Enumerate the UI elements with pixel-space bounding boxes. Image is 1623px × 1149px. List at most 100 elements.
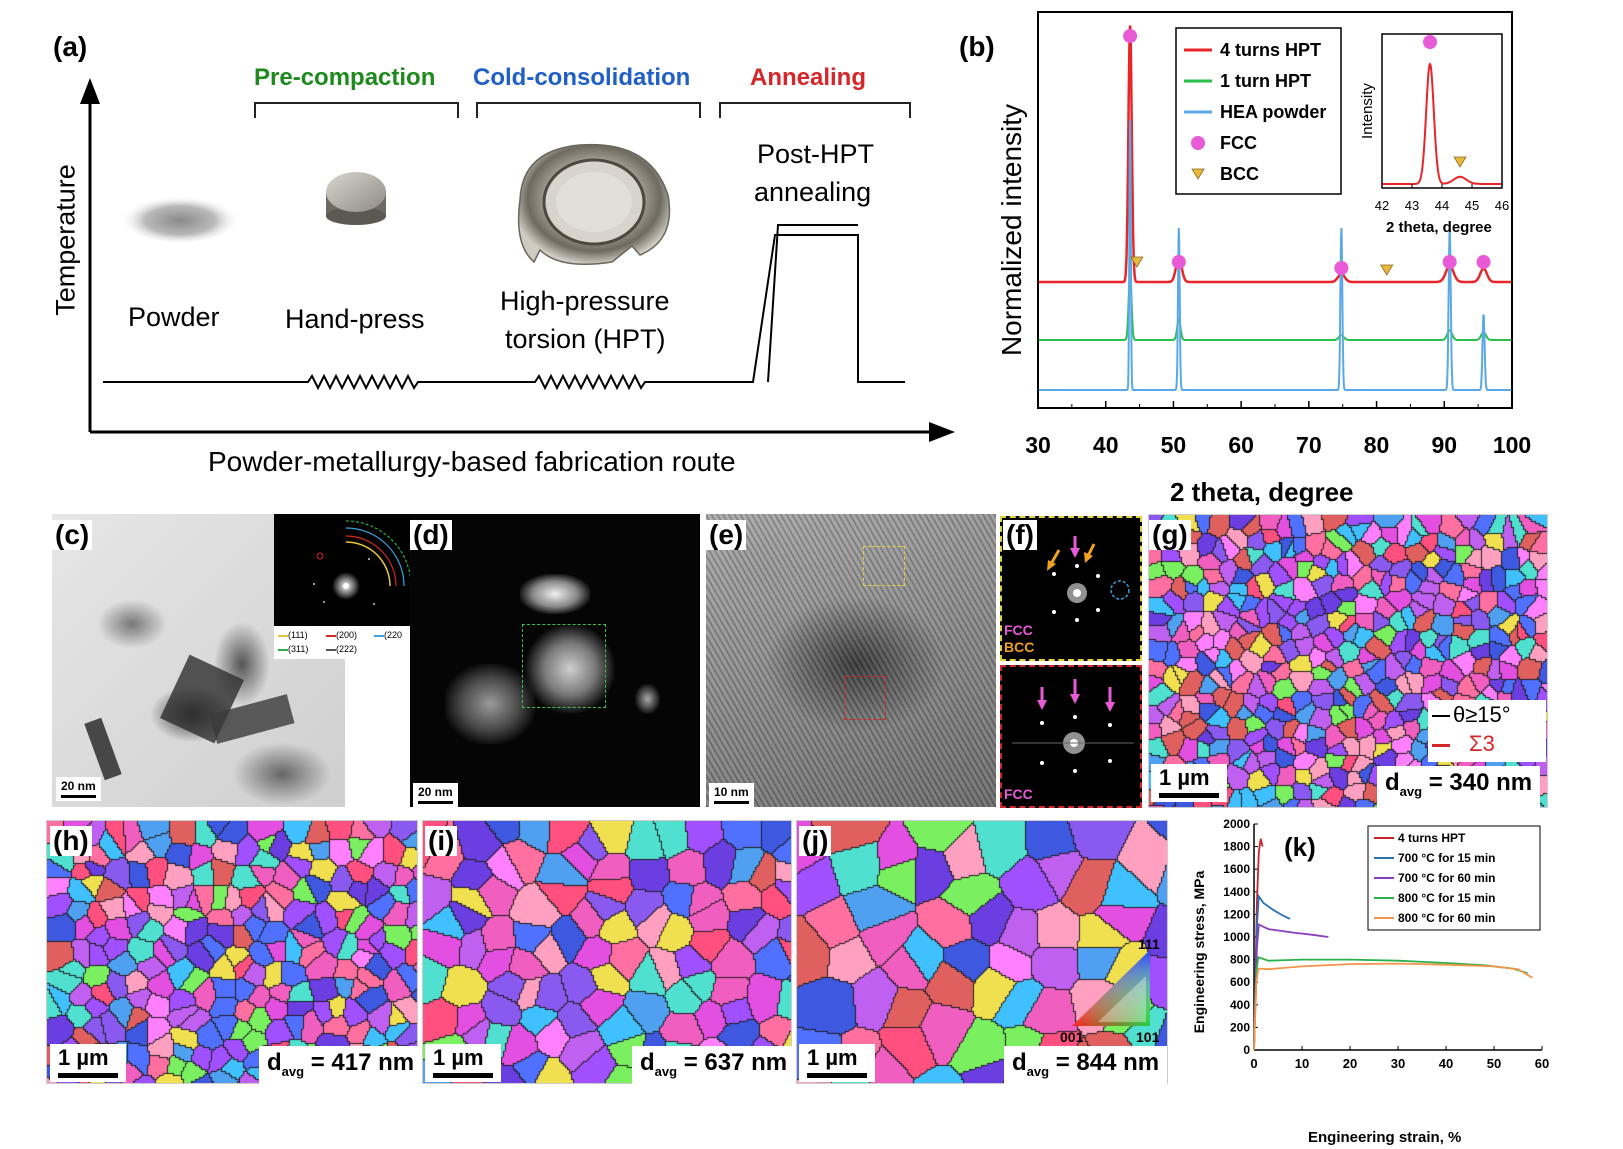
k-ytick-label: 200 bbox=[1230, 1020, 1250, 1034]
panel-label-f: (f) bbox=[1003, 520, 1037, 550]
ipf-label-101: 101 bbox=[1136, 1029, 1160, 1045]
tensile-chart: 0 200 400 600 800 1000 1200 1400 1600 1800 2000 0 10… bbox=[1223, 817, 1549, 1071]
d-bright-grain-3 bbox=[445, 664, 535, 744]
xrd-legend-label: 1 turn HPT bbox=[1220, 71, 1311, 91]
ipf-legend: 111 001 101 bbox=[1058, 936, 1166, 1046]
k-legend-box bbox=[1367, 825, 1541, 931]
k-legend-label: 700 °C for 15 min bbox=[1398, 851, 1496, 865]
saed-legend-220: (220 bbox=[374, 628, 402, 642]
xrd-xlabel: 2 theta, degree bbox=[1170, 477, 1354, 507]
bracket-cold-consolidation bbox=[476, 102, 701, 118]
panel-f-fft-bottom bbox=[1000, 665, 1142, 808]
stage-annealing: Annealing bbox=[750, 64, 867, 91]
k-series-1 bbox=[1253, 893, 1291, 1051]
k-legend-label: 800 °C for 15 min bbox=[1398, 891, 1496, 905]
fft-top-fcc-label: FCC bbox=[1004, 622, 1033, 638]
xrd-inset-bcc-marker bbox=[1453, 156, 1467, 168]
panel-label-j: (j) bbox=[799, 826, 832, 856]
pellet-image bbox=[326, 172, 386, 225]
panel-a: (a) bbox=[0, 0, 990, 510]
xrd-inset-xtick-label: 42 bbox=[1375, 198, 1389, 213]
k-ytick-label: 0 bbox=[1243, 1043, 1250, 1057]
bracket-annealing bbox=[719, 102, 911, 118]
k-ytick-label: 800 bbox=[1230, 953, 1250, 967]
i-ebsd-canvas bbox=[423, 821, 791, 1083]
saed-legend-200: (200) bbox=[326, 628, 357, 642]
k-legend-label: 800 °C for 60 min bbox=[1398, 911, 1496, 925]
c-scale-line bbox=[61, 795, 96, 798]
g-legend-sigma3: Σ3 bbox=[1428, 729, 1546, 758]
k-legend: 4 turns HPT 700 °C for 15 min 700 °C for 6… bbox=[1367, 825, 1541, 931]
panel-h-ebsd-map bbox=[46, 820, 418, 1084]
xrd-inset-xtick-label: 46 bbox=[1495, 198, 1509, 213]
c-grain-dark-2 bbox=[84, 717, 122, 781]
caption-powder: Powder bbox=[128, 302, 220, 332]
stage-pre-compaction: Pre-compaction bbox=[254, 64, 436, 91]
saed-pattern bbox=[313, 520, 410, 605]
saed-legend: (111) (200) (220 (311) (222) bbox=[274, 626, 410, 659]
h-scale-label: 1 µm bbox=[58, 1045, 109, 1070]
e-scale-label: 10 nm bbox=[714, 785, 749, 799]
h-avg-grain-size: davg = 417 nm bbox=[259, 1046, 423, 1089]
xrd-series-1 bbox=[1038, 273, 1512, 341]
xrd-xtick-label: 60 bbox=[1228, 432, 1254, 458]
caption-hpt-line2: torsion (HPT) bbox=[505, 324, 666, 354]
e-roi-yellow bbox=[863, 546, 905, 586]
k-series-4 bbox=[1253, 962, 1533, 1051]
stage-cold-consolidation: Cold-consolidation bbox=[473, 64, 691, 91]
xrd-inset-curve bbox=[1382, 62, 1502, 185]
process-line bbox=[103, 234, 905, 391]
fft-top-pattern bbox=[1047, 536, 1130, 622]
e-roi-red bbox=[844, 676, 886, 720]
xrd-legend: 4 turns HPT 1 turn HPT HEA powder FCC BCC bbox=[1175, 27, 1342, 195]
i-scale-label: 1 µm bbox=[433, 1045, 484, 1070]
k-legend-label: 4 turns HPT bbox=[1398, 831, 1466, 845]
xrd-fcc-marker bbox=[1476, 255, 1491, 269]
k-ytick-label: 1200 bbox=[1223, 907, 1250, 921]
h-scale-line bbox=[58, 1073, 118, 1078]
xrd-ylabel: Normalized intensity bbox=[996, 103, 1027, 357]
panel-d-df-tem bbox=[410, 514, 700, 807]
k-panel-label: (k) bbox=[1284, 832, 1316, 862]
saed-legend-222: (222) bbox=[326, 642, 357, 656]
j-avg-grain-size: davg = 844 nm bbox=[1004, 1046, 1168, 1089]
caption-hpt-line1: High-pressure bbox=[500, 286, 670, 316]
caption-handpress: Hand-press bbox=[285, 304, 425, 334]
k-xtick-label: 30 bbox=[1391, 1056, 1405, 1071]
panel-e-hrtem bbox=[706, 514, 996, 807]
xrd-series-2 bbox=[1038, 119, 1512, 391]
xrd-inset-frame bbox=[1381, 33, 1503, 189]
k-xtick-label: 20 bbox=[1343, 1056, 1357, 1071]
d-scale-label: 20 nm bbox=[418, 785, 453, 799]
h-ebsd-canvas bbox=[47, 821, 417, 1083]
e-scale-bar: 10 nm bbox=[709, 783, 754, 807]
j-scale-line bbox=[807, 1073, 867, 1078]
xrd-bcc-marker bbox=[1130, 256, 1144, 268]
panel-b: (b) 30 40 50 60 70 80 90 100 4 turns HPT 1 turn H… bbox=[956, 0, 1623, 510]
xrd-bcc-marker bbox=[1380, 264, 1394, 276]
g-boundary-legend: θ≥15° Σ3 bbox=[1428, 700, 1546, 762]
panel-k: 0 200 400 600 800 1000 1200 1400 1600 1800 2000 0 10… bbox=[1180, 814, 1623, 1149]
j-scale-bar: 1 µm bbox=[799, 1044, 875, 1082]
saed-legend-311: (311) bbox=[278, 642, 308, 656]
xrd-legend-label: BCC bbox=[1220, 164, 1259, 184]
bracket-pre-compaction bbox=[254, 102, 459, 118]
k-ytick-label: 1600 bbox=[1223, 862, 1250, 876]
xrd-legend-label: HEA powder bbox=[1220, 102, 1326, 122]
panel-label-b: (b) bbox=[956, 32, 998, 62]
xrd-fcc-marker bbox=[1334, 261, 1349, 275]
panel-j-ebsd-map bbox=[796, 820, 1168, 1084]
k-xtick-label: 10 bbox=[1295, 1056, 1309, 1071]
xrd-inset-ylabel: Intensity bbox=[1359, 83, 1376, 139]
panel-a-diagram bbox=[80, 78, 955, 442]
panel-label-g: (g) bbox=[1149, 520, 1191, 550]
panel-label-d: (d) bbox=[410, 520, 452, 550]
k-ytick-label: 2000 bbox=[1223, 817, 1250, 831]
xrd-inset-fcc-marker bbox=[1423, 35, 1437, 49]
xrd-fcc-marker bbox=[1171, 255, 1186, 269]
xrd-legend-swatch bbox=[1191, 136, 1205, 150]
g-legend-hagb: θ≥15° bbox=[1428, 700, 1546, 729]
xrd-xtick-label: 50 bbox=[1161, 432, 1187, 458]
panel-label-i: (i) bbox=[425, 826, 458, 856]
panel-i-ebsd-map bbox=[422, 820, 792, 1084]
